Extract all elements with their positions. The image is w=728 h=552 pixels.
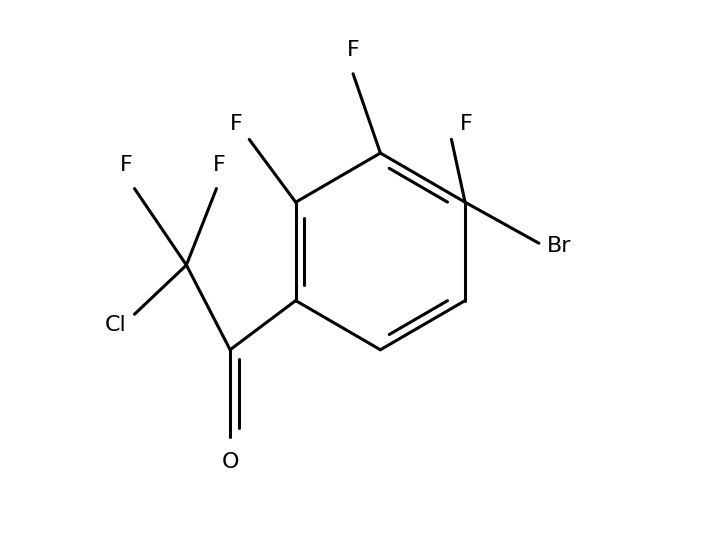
Text: F: F [213, 155, 226, 175]
Text: Cl: Cl [105, 315, 126, 335]
Text: F: F [230, 114, 242, 134]
Text: F: F [459, 114, 472, 134]
Text: O: O [221, 452, 239, 472]
Text: F: F [347, 40, 360, 60]
Text: Br: Br [547, 236, 571, 256]
Text: F: F [120, 155, 132, 175]
